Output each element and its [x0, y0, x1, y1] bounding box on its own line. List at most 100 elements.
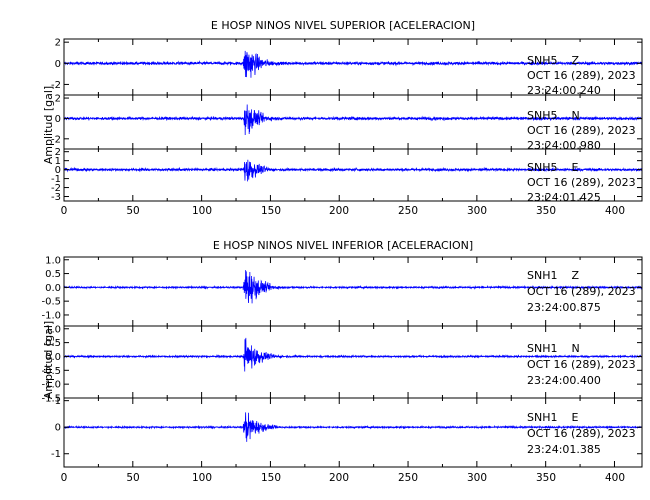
time-label: 23:24:00.240 — [527, 84, 601, 97]
x-tick-label: 100 — [192, 205, 212, 217]
trace-waveform — [63, 104, 643, 136]
y-tick-label: -1.0 — [41, 380, 61, 391]
x-tick-label: 150 — [261, 472, 281, 484]
y-axis-label: Amplitud [gal] — [42, 86, 55, 164]
chart-superior: E HOSP NINOS NIVEL SUPERIOR [ACELERACION… — [42, 19, 643, 217]
y-tick-label: -0.5 — [41, 297, 61, 308]
waveform-line — [63, 412, 643, 442]
x-tick-label: 300 — [467, 472, 487, 484]
y-tick-label: 2 — [55, 94, 61, 105]
y-tick-label: 1.0 — [45, 324, 61, 335]
chart-inferior: E HOSP NINOS NIVEL INFERIOR [ACELERACION… — [41, 239, 643, 484]
component-name: Z — [571, 54, 579, 67]
trace-waveform — [63, 270, 643, 304]
y-tick-label: 0.5 — [45, 338, 61, 349]
trace-waveform — [63, 337, 643, 372]
time-label: 23:24:01.425 — [527, 191, 601, 204]
y-tick-label: -2 — [51, 80, 61, 91]
date-label: OCT 16 (289), 2023 — [527, 427, 636, 440]
x-tick-label: 150 — [261, 205, 281, 217]
panel-inferior-z: -1.0 -0.5 0.0 0.5 1.0 SNH1 Z OCT 16 (289), 20… — [41, 255, 643, 327]
x-tick-label: 350 — [536, 472, 556, 484]
station-name: SNH1 — [527, 269, 557, 282]
station-label: SNH5 Z — [527, 54, 579, 67]
y-tick-label: 2 — [55, 38, 61, 49]
x-tick-label: 50 — [126, 205, 139, 217]
x-tick-label: 0 — [61, 205, 68, 217]
station-name: SNH5 — [527, 54, 557, 67]
y-axis-label: Amplitud [gal] — [42, 321, 55, 399]
panel-inferior-n: -1.5 -1.0 -0.5 0.0 0.5 1.0 SNH1 N OCT 16 (289)… — [41, 324, 643, 405]
y-tick-label: -2 — [51, 134, 61, 145]
component-name: Z — [571, 269, 579, 282]
y-tick-label: 1 — [55, 396, 61, 407]
y-tick-label: 2 — [55, 147, 61, 158]
y-tick-label: 0.0 — [45, 352, 61, 363]
component-name: N — [571, 109, 579, 122]
trace-waveform — [63, 50, 643, 78]
trace-waveform — [63, 159, 643, 182]
y-axis-ticks: -2 0 2 — [51, 38, 642, 91]
y-tick-label: -1 — [51, 449, 61, 460]
station-label: SNH1 N — [527, 342, 580, 355]
x-tick-label: 250 — [398, 472, 418, 484]
component-name: E — [571, 411, 578, 424]
x-axis: 0 50 100 150 200 250 300 350 400 — [61, 205, 625, 217]
panel-frame — [63, 148, 643, 202]
chart-title: E HOSP NINOS NIVEL SUPERIOR [ACELERACION… — [211, 19, 475, 32]
x-tick-label: 100 — [192, 472, 212, 484]
station-label: SNH5 E — [527, 161, 578, 174]
date-label: OCT 16 (289), 2023 — [527, 124, 636, 137]
x-axis: 0 50 100 150 200 250 300 350 400 — [61, 472, 625, 484]
waveform-line — [63, 159, 643, 182]
station-name: SNH1 — [527, 411, 557, 424]
panel-frame — [63, 397, 643, 468]
panel-inferior-e: -1 0 1 SNH1 E OCT 16 (289), 2023 23:24:01.3… — [51, 396, 643, 468]
date-label: OCT 16 (289), 2023 — [527, 358, 636, 371]
y-tick-label: -1 — [51, 174, 61, 185]
x-tick-label: 400 — [605, 472, 625, 484]
time-label: 23:24:00.980 — [527, 139, 601, 152]
y-tick-label: 0 — [55, 165, 61, 176]
y-tick-label: 1 — [55, 156, 61, 167]
trace-waveform — [63, 412, 643, 442]
x-tick-label: 400 — [605, 205, 625, 217]
time-label: 23:24:01.385 — [527, 443, 601, 456]
component-name: E — [571, 161, 578, 174]
waveform-line — [63, 270, 643, 304]
y-tick-label: 0 — [55, 59, 61, 70]
x-tick-label: 200 — [329, 472, 349, 484]
y-tick-label: 1.0 — [45, 255, 61, 266]
y-axis-ticks: -1 0 1 — [51, 396, 642, 460]
station-label: SNH5 N — [527, 109, 580, 122]
x-tick-label: 50 — [126, 472, 139, 484]
x-tick-label: 350 — [536, 205, 556, 217]
y-tick-label: 0 — [55, 423, 61, 434]
x-tick-label: 200 — [329, 205, 349, 217]
chart-title: E HOSP NINOS NIVEL INFERIOR [ACELERACION… — [213, 239, 473, 252]
y-tick-label: -1.5 — [41, 394, 61, 405]
component-name: N — [571, 342, 579, 355]
y-axis-ticks: -2 0 2 — [51, 94, 642, 145]
y-tick-label: 0 — [55, 114, 61, 125]
date-label: OCT 16 (289), 2023 — [527, 285, 636, 298]
station-label: SNH1 E — [527, 411, 578, 424]
date-label: OCT 16 (289), 2023 — [527, 69, 636, 82]
station-name: SNH1 — [527, 342, 557, 355]
y-tick-label: -1.0 — [41, 310, 61, 321]
x-tick-label: 250 — [398, 205, 418, 217]
panel-superior-n: -2 0 2 SNH5 N OCT 16 (289), 2023 23:24:00.9… — [51, 94, 643, 152]
y-tick-label: -2 — [51, 183, 61, 194]
date-label: OCT 16 (289), 2023 — [527, 176, 636, 189]
y-tick-label: 0.5 — [45, 269, 61, 280]
station-name: SNH5 — [527, 109, 557, 122]
station-label: SNH1 Z — [527, 269, 579, 282]
waveform-line — [63, 337, 643, 372]
time-label: 23:24:00.875 — [527, 301, 601, 314]
y-axis-ticks: -1.0 -0.5 0.0 0.5 1.0 — [41, 255, 642, 321]
waveform-line — [63, 104, 643, 136]
time-label: 23:24:00.400 — [527, 374, 601, 387]
